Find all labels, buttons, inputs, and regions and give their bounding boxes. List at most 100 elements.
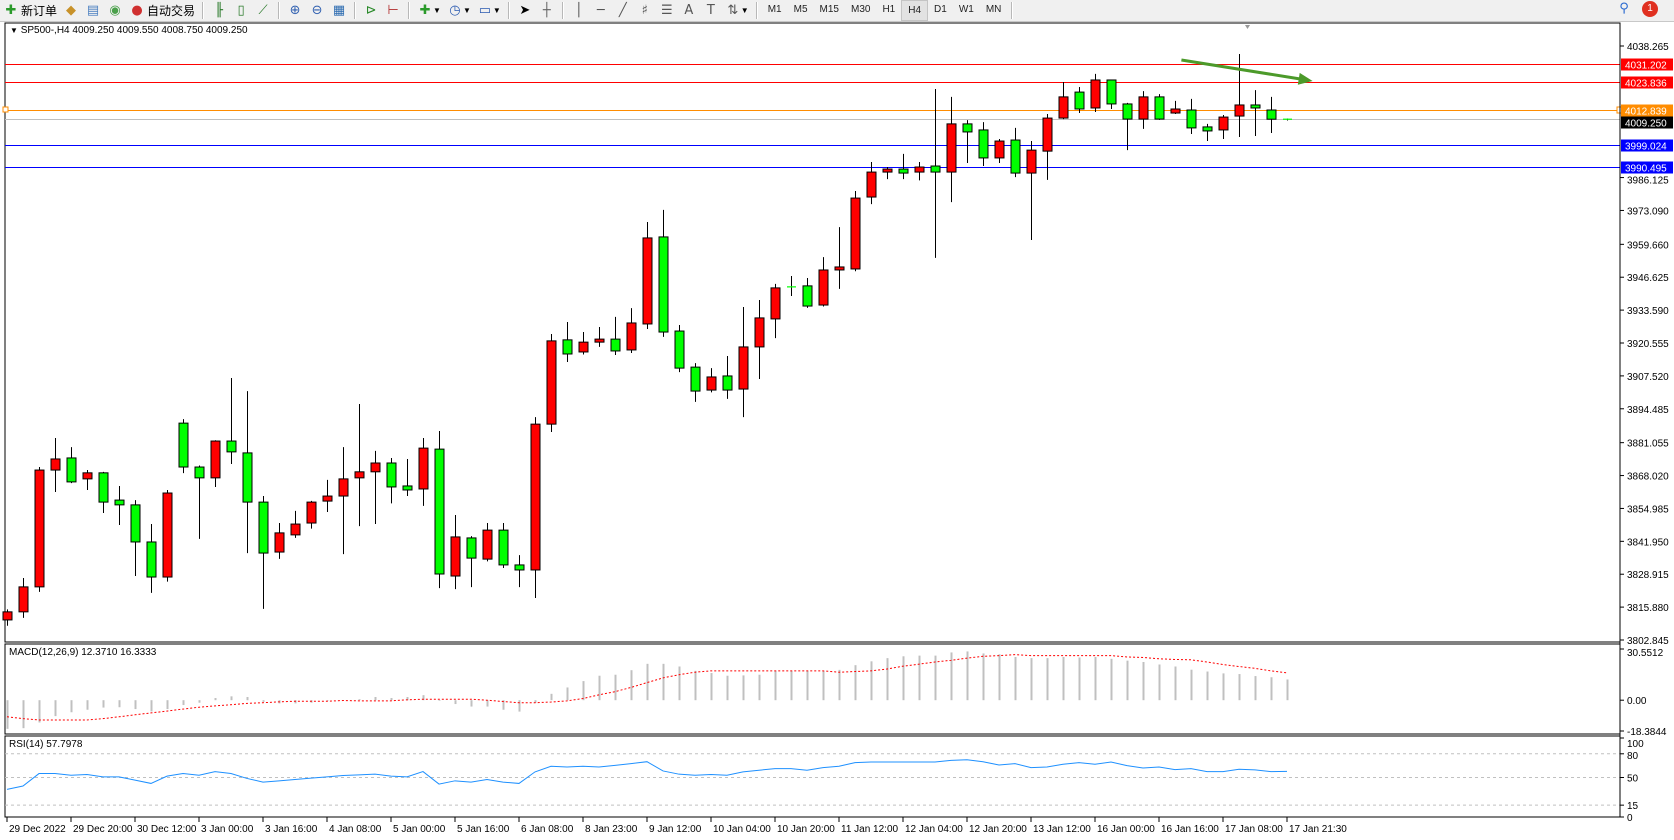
price-tick-label: 3841.950 (1627, 537, 1669, 548)
candle (610, 316, 621, 355)
candle (658, 209, 669, 337)
zoom-in-button[interactable]: ⊕ (284, 1, 306, 20)
candle-body (322, 495, 333, 502)
timeframe-mn[interactable]: MN (985, 4, 1002, 15)
time-tick-label: 3 Jan 16:00 (265, 824, 318, 835)
bar-chart-button[interactable]: ╟ (208, 1, 230, 20)
line-chart-icon: ⟋ (258, 2, 268, 18)
timeframe-m30[interactable]: M30 (850, 4, 871, 15)
zoom-out-button[interactable]: ⊖ (306, 1, 328, 20)
market-watch-button[interactable]: ▤ (82, 1, 104, 20)
macd-signal-line (6, 654, 1288, 721)
rsi-label: RSI(14) 57.7978 (9, 739, 83, 750)
auto-trading-button[interactable]: ● 自动交易 (126, 1, 198, 20)
candle (1202, 123, 1213, 142)
candle-body (658, 236, 669, 333)
candle (450, 514, 461, 590)
candle (850, 190, 861, 272)
candle (834, 227, 845, 289)
toolbar: ✚ 新订单 ◆ ▤ ◉ ● 自动交易 ╟ ▯ ⟋ ⊕ ⊖ ▦ ⊳ ⊢ ✚ ▼ ◷ ▼… (0, 0, 1674, 22)
text-label-button[interactable]: T (700, 1, 722, 20)
chevron-down-icon: ▼ (740, 6, 749, 15)
expert-button[interactable]: ◆ (60, 1, 82, 20)
timeframe-m5[interactable]: M5 (793, 4, 808, 15)
templates-button[interactable]: ▭ ▼ (474, 1, 504, 20)
candle (530, 417, 541, 598)
chart-shift-button[interactable]: ⊢ (382, 1, 404, 20)
signal-button[interactable]: ◉ (104, 1, 126, 20)
candle-body (1266, 109, 1277, 120)
candle (482, 523, 493, 562)
time-tick-label: 5 Jan 16:00 (457, 824, 510, 835)
candle (1074, 87, 1085, 114)
candle (1122, 102, 1133, 151)
new-order-button[interactable]: ✚ 新订单 (0, 1, 60, 20)
candle-body (402, 485, 413, 491)
toolbar-right: ⚲ 1 (1616, 1, 1658, 17)
candle (1058, 81, 1069, 120)
candle-body (1058, 96, 1069, 119)
chart-window[interactable]: 4038.265 4031.202 4023.836 4012.8394009.250… (0, 21, 1674, 840)
indicators-button[interactable]: ✚ ▼ (414, 1, 444, 20)
periods-button[interactable]: ◷ ▼ (444, 1, 474, 20)
time-tick-label: 5 Jan 00:00 (393, 824, 446, 835)
text-icon: A (684, 2, 694, 18)
fibo-fan-button[interactable]: ☰ (656, 1, 678, 20)
tile-windows-button[interactable]: ▦ (328, 1, 350, 20)
candle (802, 278, 813, 308)
chart-shift-marker (1245, 25, 1250, 29)
timeframe-m1[interactable]: M1 (767, 4, 782, 15)
notification-badge[interactable]: 1 (1642, 1, 1658, 17)
time-tick-label: 3 Jan 00:00 (201, 824, 254, 835)
candle-body (930, 165, 941, 173)
vertical-line-button[interactable]: │ (568, 1, 590, 20)
timeframe-d1[interactable]: D1 (934, 4, 947, 15)
chart-header: ▼ SP500-,H4 4009.250 4009.550 4008.750 4… (10, 25, 248, 36)
candle (1026, 141, 1037, 240)
text-button[interactable]: A (678, 1, 700, 20)
collapse-triangle-icon[interactable]: ▼ (10, 26, 18, 35)
candle-body (642, 237, 653, 325)
candle-body (914, 166, 925, 173)
crosshair-button[interactable]: ┼ (536, 1, 558, 20)
candle (226, 377, 237, 464)
price-level-badge (1621, 104, 1673, 117)
fibonacci-button[interactable]: ♯ (634, 1, 656, 20)
cursor-button[interactable]: ➤ (514, 1, 536, 20)
candle-body (194, 466, 205, 479)
toolbar-divider (278, 2, 281, 19)
trendline-button[interactable]: ╱ (612, 1, 634, 20)
timeframe-m15[interactable]: M15 (819, 4, 839, 15)
arrows-button[interactable]: ⇅ ▼ (722, 1, 752, 20)
candle-body (290, 523, 301, 536)
price-level-badge (1621, 76, 1673, 89)
timeframe-h4[interactable]: H4 (901, 0, 929, 21)
candle-body (722, 375, 733, 391)
candle (562, 321, 573, 363)
fibonacci-icon: ♯ (641, 2, 648, 18)
time-tick-label: 30 Dec 12:00 (137, 824, 197, 835)
candle (514, 555, 525, 588)
candle-body (754, 317, 765, 348)
candle-body (850, 197, 861, 270)
price-tick-label: 3986.125 (1627, 176, 1669, 187)
price-level-label: 4012.839 (1625, 107, 1667, 118)
time-tick-label: 12 Jan 20:00 (969, 824, 1027, 835)
horizontal-line-button[interactable]: ─ (590, 1, 612, 20)
market-watch-icon: ▤ (86, 2, 100, 18)
auto-scroll-button[interactable]: ⊳ (360, 1, 382, 20)
candle (626, 308, 637, 353)
cursor-icon: ➤ (519, 2, 531, 18)
timeframe-w1[interactable]: W1 (958, 4, 974, 15)
candlestick-button[interactable]: ▯ (230, 1, 252, 20)
timeframe-h1[interactable]: H1 (882, 4, 896, 15)
candle (258, 496, 269, 609)
rsi-tick-label: 0 (1627, 813, 1633, 824)
search-icon[interactable]: ⚲ (1619, 1, 1629, 16)
time-tick-label: 17 Jan 08:00 (1225, 824, 1283, 835)
candle-body (498, 529, 509, 566)
candle-body (226, 440, 237, 453)
candle (1138, 91, 1149, 129)
line-chart-button[interactable]: ⟋ (252, 1, 274, 20)
toolbar-divider (755, 2, 758, 19)
